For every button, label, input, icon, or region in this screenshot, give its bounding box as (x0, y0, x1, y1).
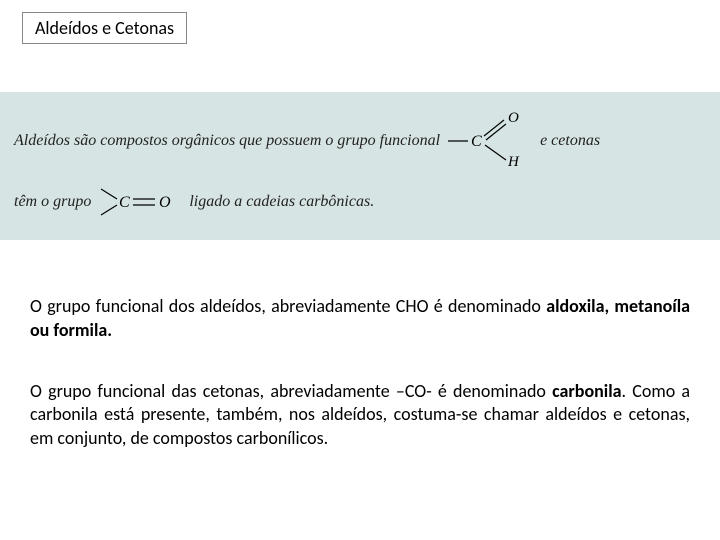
line1-before: Aldeídos são compostos orgânicos que pos… (14, 132, 440, 150)
para2-bold: carbonila (552, 380, 621, 402)
para2-before: O grupo funcional das cetonas, abreviada… (30, 380, 552, 402)
para1-before: O grupo funcional dos aldeídos, abreviad… (30, 295, 546, 317)
svg-text:H: H (507, 154, 520, 170)
panel-line-2: têm o grupo C O ligado a cadeias carbôni… (14, 180, 706, 224)
line2-after: ligado a cadeias carbônicas. (189, 193, 374, 211)
line1-after: e cetonas (540, 132, 600, 150)
paragraph-2: O grupo funcional das cetonas, abreviada… (30, 380, 690, 450)
definition-panel: Aldeídos são compostos orgânicos que pos… (0, 92, 720, 240)
svg-text:O: O (508, 110, 519, 126)
title-box: Aldeídos e Cetonas (22, 12, 187, 44)
svg-text:C: C (471, 133, 482, 150)
svg-text:C: C (119, 194, 130, 211)
panel-line-1: Aldeídos são compostos orgânicos que pos… (14, 106, 706, 176)
aldehyde-group-icon: C O H (446, 108, 524, 174)
line2-before: têm o grupo (14, 193, 91, 211)
svg-text:O: O (159, 194, 171, 211)
title-text: Aldeídos e Cetonas (35, 17, 174, 39)
paragraph-1: O grupo funcional dos aldeídos, abreviad… (30, 294, 690, 343)
ketone-group-icon: C O (97, 181, 183, 223)
